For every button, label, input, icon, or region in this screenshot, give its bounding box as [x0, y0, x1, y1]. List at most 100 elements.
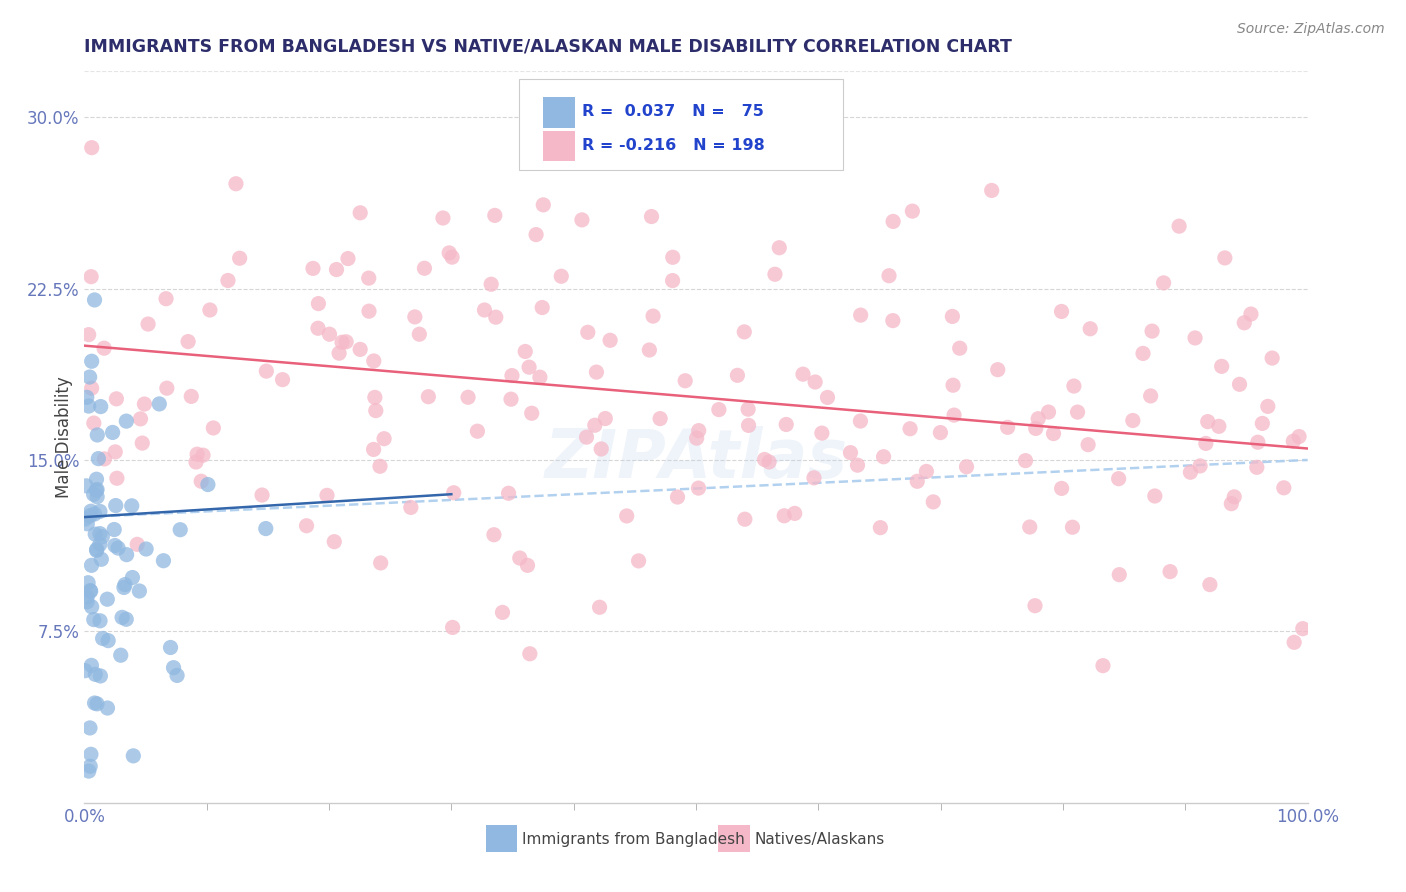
Point	[775, 417, 797, 432]
Point	[79, 508, 101, 523]
Point	[869, 521, 891, 535]
Point	[80, 658, 103, 673]
Point	[467, 424, 489, 438]
Point	[136, 317, 159, 331]
Point	[1246, 460, 1268, 475]
Point	[104, 499, 127, 513]
Point	[115, 612, 138, 626]
Point	[79, 721, 101, 735]
Point	[93, 341, 115, 355]
Point	[524, 227, 547, 242]
Point	[104, 539, 127, 553]
Point	[418, 390, 440, 404]
Point	[148, 397, 170, 411]
Point	[877, 268, 900, 283]
Point	[595, 411, 617, 425]
Point	[737, 418, 759, 433]
Point	[1195, 436, 1218, 450]
Point	[898, 422, 921, 436]
Point	[688, 424, 710, 438]
Point	[773, 508, 796, 523]
Point	[190, 475, 212, 489]
Point	[576, 326, 599, 340]
Point	[104, 445, 127, 459]
Point	[1292, 622, 1315, 636]
Point	[363, 354, 385, 368]
Point	[1018, 520, 1040, 534]
Point	[86, 472, 108, 486]
Point	[89, 614, 111, 628]
Point	[112, 581, 135, 595]
FancyBboxPatch shape	[519, 78, 842, 170]
Point	[1024, 599, 1046, 613]
Point	[121, 499, 143, 513]
Text: R = -0.216   N = 198: R = -0.216 N = 198	[582, 137, 765, 153]
Point	[254, 522, 277, 536]
Point	[482, 527, 505, 541]
Point	[520, 406, 543, 420]
Point	[509, 551, 531, 566]
Point	[84, 527, 107, 541]
Point	[1257, 400, 1279, 414]
Point	[1229, 377, 1251, 392]
Point	[1261, 351, 1284, 365]
Point	[80, 747, 103, 762]
Point	[271, 373, 294, 387]
Point	[627, 554, 650, 568]
Point	[89, 526, 111, 541]
Point	[666, 490, 689, 504]
Point	[316, 488, 339, 502]
Point	[1014, 453, 1036, 467]
Point	[105, 392, 128, 406]
Point	[588, 600, 610, 615]
Point	[307, 321, 329, 335]
Point	[110, 648, 132, 663]
Point	[101, 425, 124, 440]
Point	[80, 269, 103, 284]
Point	[129, 412, 152, 426]
Point	[79, 370, 101, 384]
Point	[1042, 426, 1064, 441]
Point	[399, 500, 422, 515]
Point	[1168, 219, 1191, 234]
Point	[1122, 413, 1144, 427]
Point	[685, 431, 707, 445]
Point	[83, 613, 105, 627]
Point	[849, 308, 872, 322]
Point	[980, 184, 1002, 198]
Point	[131, 436, 153, 450]
Point	[1025, 421, 1047, 435]
Point	[1153, 276, 1175, 290]
Point	[197, 477, 219, 491]
Point	[846, 458, 869, 472]
Point	[437, 246, 460, 260]
Point	[517, 360, 540, 375]
Point	[949, 341, 972, 355]
Point	[804, 375, 827, 389]
Point	[575, 430, 598, 444]
Point	[80, 381, 103, 395]
Point	[519, 647, 541, 661]
Point	[901, 204, 924, 219]
Point	[135, 541, 157, 556]
Point	[941, 310, 963, 324]
Point	[882, 313, 904, 327]
Point	[103, 523, 125, 537]
Point	[295, 518, 318, 533]
Point	[942, 378, 965, 392]
Point	[363, 442, 385, 457]
Point	[79, 759, 101, 773]
Point	[96, 701, 118, 715]
Point	[330, 335, 353, 350]
Point	[202, 421, 225, 435]
Point	[811, 426, 834, 441]
Point	[186, 447, 208, 461]
Point	[591, 442, 613, 456]
Point	[531, 301, 554, 315]
Point	[184, 455, 207, 469]
Point	[882, 214, 904, 228]
Point	[1199, 577, 1222, 591]
Point	[89, 537, 111, 551]
Point	[75, 512, 97, 526]
Point	[1247, 435, 1270, 450]
